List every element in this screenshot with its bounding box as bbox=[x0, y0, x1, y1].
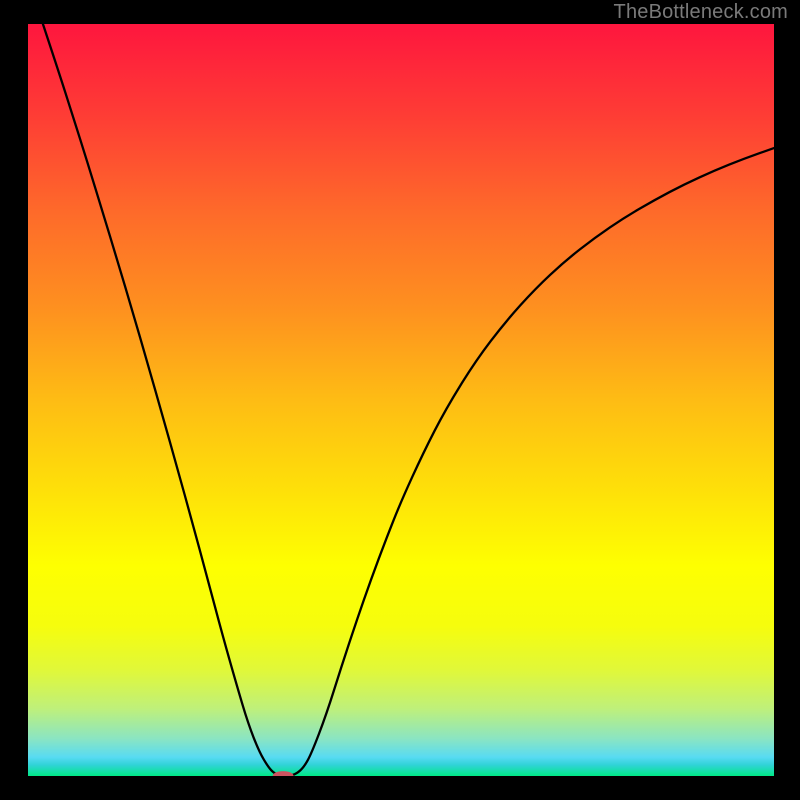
min-marker bbox=[273, 771, 294, 776]
curve-path bbox=[43, 24, 774, 776]
bottleneck-curve bbox=[28, 24, 774, 776]
watermark-text: TheBottleneck.com bbox=[614, 0, 788, 24]
plot-area bbox=[28, 24, 774, 776]
chart-stage: TheBottleneck.com bbox=[0, 0, 800, 800]
